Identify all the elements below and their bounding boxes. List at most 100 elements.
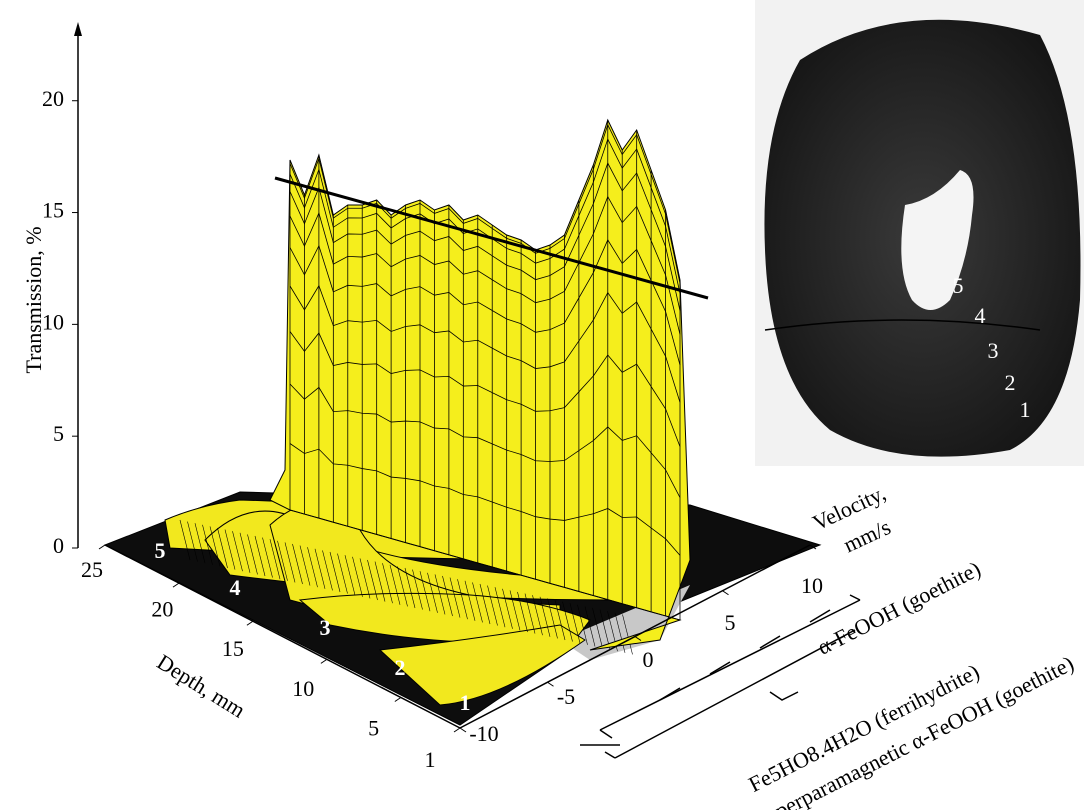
mesh-line bbox=[277, 540, 288, 581]
velocity-tick bbox=[722, 590, 729, 596]
mesh-line bbox=[262, 537, 273, 578]
z-tick-label: 15 bbox=[42, 198, 64, 223]
mesh-line bbox=[502, 588, 513, 629]
crack bbox=[764, 319, 1041, 331]
mesh-line bbox=[289, 443, 681, 556]
mesh-line bbox=[289, 383, 681, 498]
mesh-line bbox=[517, 591, 528, 633]
mesh-line bbox=[622, 614, 633, 655]
mesh-line bbox=[322, 550, 333, 591]
trend-line bbox=[274, 176, 709, 300]
mesh-line bbox=[569, 603, 581, 644]
velocity-tick-label: 5 bbox=[725, 610, 736, 635]
mesh-line bbox=[247, 534, 258, 575]
depth-tick-label: 1 bbox=[425, 747, 436, 772]
mesh-line bbox=[344, 555, 356, 596]
mesh-line bbox=[289, 239, 681, 366]
mesh-line bbox=[487, 585, 498, 626]
z-axis-arrow bbox=[74, 22, 82, 36]
mesh-line bbox=[179, 519, 191, 561]
mesh-line bbox=[269, 539, 281, 580]
mesh-line bbox=[494, 587, 506, 628]
mesh-line bbox=[284, 542, 296, 583]
mesh-line bbox=[367, 559, 378, 601]
ferrihydrite-bracket bbox=[769, 691, 799, 701]
depth-tick bbox=[394, 697, 402, 702]
mesh-line bbox=[532, 595, 543, 636]
mesh-line bbox=[202, 524, 213, 565]
mesh-line bbox=[449, 577, 461, 618]
mesh-line bbox=[539, 596, 551, 637]
scale-ticks bbox=[659, 609, 831, 701]
mesh-line bbox=[254, 535, 266, 577]
z-tick-label: 10 bbox=[42, 309, 64, 334]
mesh-line bbox=[509, 590, 521, 631]
mesh-line bbox=[404, 567, 416, 609]
mesh-line bbox=[524, 593, 536, 634]
mesh-line bbox=[554, 599, 566, 641]
mesh-line bbox=[289, 123, 681, 284]
mesh-line bbox=[187, 521, 198, 562]
mesh-line bbox=[457, 579, 468, 620]
depth-tick bbox=[246, 620, 254, 626]
mesh-line bbox=[577, 604, 588, 645]
photo-label: 5 bbox=[953, 273, 964, 298]
mesh-line bbox=[397, 566, 408, 607]
mesh-line bbox=[419, 571, 431, 612]
velocity-tick bbox=[547, 681, 554, 687]
mesh-line bbox=[442, 575, 453, 617]
mesh-line bbox=[292, 543, 303, 585]
mesh-line bbox=[314, 548, 326, 589]
velocity-tick bbox=[809, 544, 817, 550]
depth-tick-label: 20 bbox=[151, 597, 173, 622]
depth-tick-label: 10 bbox=[292, 676, 314, 701]
mesh-line bbox=[307, 547, 318, 588]
depth-tick-label: 15 bbox=[222, 636, 244, 661]
mesh-line bbox=[224, 529, 236, 570]
mesh-line bbox=[329, 551, 341, 593]
mesh-line bbox=[289, 284, 681, 403]
velocity-tick bbox=[459, 727, 467, 733]
mesh-line bbox=[194, 523, 206, 564]
velocity-tick-label: 0 bbox=[643, 647, 654, 672]
mesh-line bbox=[289, 162, 681, 311]
mesh-line bbox=[209, 526, 221, 567]
z-tick-label: 20 bbox=[42, 86, 64, 111]
velocity-tick-label: 10 bbox=[801, 573, 823, 598]
mesh-line bbox=[412, 569, 423, 610]
mesh-line bbox=[239, 532, 251, 573]
depth-tick bbox=[98, 544, 106, 550]
mesh-line bbox=[562, 601, 573, 642]
mesh-line bbox=[614, 612, 626, 653]
mesh-line bbox=[584, 606, 596, 647]
mesh-line bbox=[382, 563, 393, 604]
velocity-tick-label: -5 bbox=[557, 684, 575, 709]
mesh-line bbox=[352, 556, 363, 597]
photo-label: 3 bbox=[988, 338, 999, 363]
mesh-line bbox=[232, 531, 243, 572]
depth-tick bbox=[172, 582, 180, 588]
mesh-line bbox=[599, 609, 611, 650]
mesh-line bbox=[289, 195, 681, 335]
zone-label: 3 bbox=[320, 615, 331, 640]
mesh-line bbox=[289, 331, 681, 447]
mesh-line bbox=[479, 583, 491, 625]
zone-label: 5 bbox=[155, 538, 166, 563]
z-tick-label: 5 bbox=[53, 421, 64, 446]
mesh-line bbox=[337, 553, 348, 594]
mesh-line bbox=[289, 509, 681, 621]
zone-label: 4 bbox=[230, 575, 241, 600]
zone-label: 1 bbox=[460, 690, 471, 715]
mesh-line bbox=[592, 607, 603, 649]
photo-label: 4 bbox=[975, 303, 986, 328]
depth-tick-label: 25 bbox=[81, 557, 103, 582]
velocity-tick-label: -10 bbox=[469, 721, 498, 746]
mesh-line bbox=[547, 598, 558, 639]
bracket-bar bbox=[580, 629, 856, 759]
mesh-line bbox=[472, 582, 483, 623]
mesh-line bbox=[389, 564, 401, 605]
goethite-label: α-FeOOH (goethite) bbox=[813, 556, 984, 660]
photo-label: 2 bbox=[1005, 370, 1016, 395]
velocity-tick bbox=[634, 636, 642, 641]
